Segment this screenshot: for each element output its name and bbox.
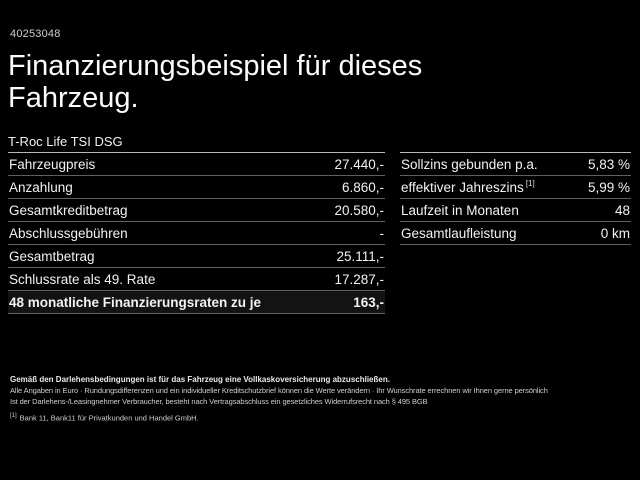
- vehicle-model: T-Roc Life TSI DSG: [8, 134, 123, 149]
- row-value: 25.111,-: [336, 248, 384, 264]
- table-row: Abschlussgebühren -: [8, 221, 385, 244]
- row-label: 48 monatliche Finanzierungsraten zu je: [9, 294, 262, 310]
- row-value: 17.287,-: [334, 271, 384, 287]
- finance-table: Fahrzeugpreis 27.440,- Anzahlung 6.860,-…: [8, 152, 385, 314]
- footnote-text: Bank 11, Bank11 für Privatkunden und Han…: [19, 413, 199, 423]
- row-label: Gesamtkreditbetrag: [9, 202, 128, 218]
- row-value: 6.860,-: [341, 179, 384, 195]
- table-row: Gesamtkreditbetrag 20.580,-: [8, 198, 385, 221]
- row-value: 163,-: [353, 294, 384, 310]
- row-label: Abschlussgebühren: [9, 225, 128, 241]
- row-label: Fahrzeugpreis: [9, 156, 96, 172]
- disclaimer-line: Alle Angaben in Euro · Rundungsdifferenz…: [10, 386, 548, 395]
- row-value: -: [379, 225, 385, 241]
- row-label: Laufzeit in Monaten: [401, 202, 519, 218]
- row-value: 0 km: [600, 225, 630, 241]
- disclaimer-line: Ist der Darlehens-/Leasingnehmer Verbrau…: [10, 397, 428, 406]
- footnote-marker: [1]: [525, 179, 535, 188]
- footnote-marker: [1]: [10, 413, 17, 419]
- table-row: Gesamtbetrag 25.111,-: [8, 244, 385, 267]
- table-row: Gesamtlaufleistung 0 km: [400, 221, 631, 244]
- table-row: Anzahlung 6.860,-: [8, 175, 385, 198]
- row-label: Gesamtlaufleistung: [401, 225, 517, 241]
- row-label: Sollzins gebunden p.a.: [401, 156, 538, 172]
- bank-footnote: [1] Bank 11, Bank11 für Privatkunden und …: [10, 413, 634, 423]
- row-value: 5,99 %: [587, 179, 630, 195]
- row-value: 27.440,-: [334, 156, 384, 172]
- row-value: 48: [614, 202, 630, 218]
- table-row: Sollzins gebunden p.a. 5,83 %: [400, 152, 631, 175]
- row-label: Anzahlung: [9, 179, 73, 195]
- table-row: effektiver Jahreszins [1] 5,99 %: [400, 175, 631, 198]
- table-row: Fahrzeugpreis 27.440,-: [8, 152, 385, 175]
- row-label: effektiver Jahreszins [1]: [401, 179, 535, 195]
- row-label: Schlussrate als 49. Rate: [9, 271, 156, 287]
- page-title: Finanzierungsbeispiel für dieses Fahrzeu…: [8, 50, 423, 114]
- row-label: Gesamtbetrag: [9, 248, 95, 264]
- table-row: Laufzeit in Monaten 48: [400, 198, 631, 221]
- table-row: Schlussrate als 49. Rate 17.287,-: [8, 267, 385, 290]
- row-value: 20.580,-: [334, 202, 384, 218]
- insurance-note: Gemäß den Darlehensbedingungen ist für d…: [10, 375, 390, 384]
- legal-footer: Gemäß den Darlehensbedingungen ist für d…: [10, 374, 634, 423]
- conditions-table: Sollzins gebunden p.a. 5,83 % effektiver…: [400, 152, 631, 245]
- table-row-monthly-rate: 48 monatliche Finanzierungsraten zu je 1…: [8, 290, 385, 313]
- row-value: 5,83 %: [587, 156, 630, 172]
- offer-id: 40253048: [10, 28, 61, 40]
